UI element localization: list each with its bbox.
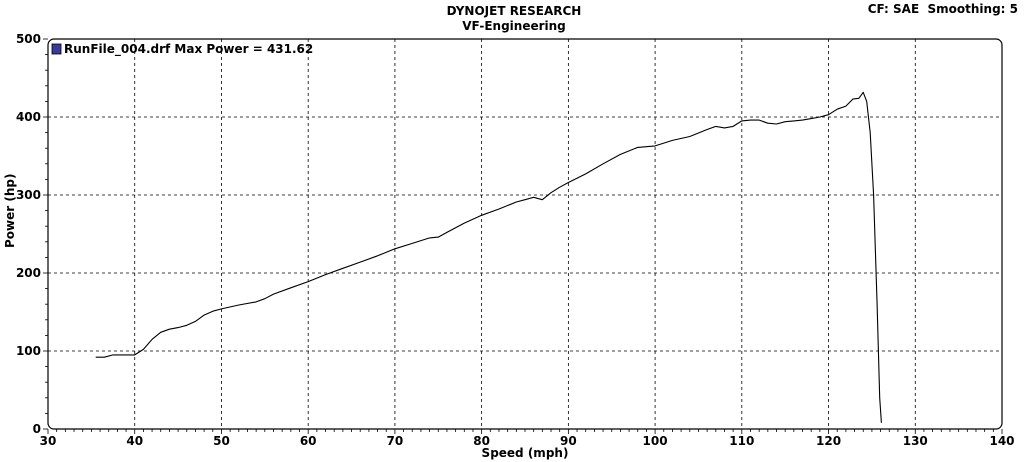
correction-smoothing-info: CF: SAE Smoothing: 5: [867, 2, 1018, 16]
x-tick-label: 110: [729, 434, 754, 448]
x-axis-label: Speed (mph): [481, 446, 569, 460]
power-curve-line: [95, 91, 882, 423]
y-tick-label: 0: [33, 422, 41, 436]
x-tick-label: 70: [387, 434, 404, 448]
x-tick-label: 30: [40, 434, 57, 448]
y-tick-label: 200: [16, 266, 41, 280]
x-tick-label: 120: [816, 434, 841, 448]
y-tick-label: 400: [16, 110, 41, 124]
x-tick-label: 40: [126, 434, 143, 448]
chart-title: DYNOJET RESEARCH: [446, 4, 582, 18]
x-tick-label: 50: [213, 434, 230, 448]
chart-subtitle: VF-Engineering: [462, 19, 566, 33]
y-axis-label: Power (hp): [3, 173, 17, 248]
x-tick-label: 90: [560, 434, 577, 448]
x-tick-label: 60: [300, 434, 317, 448]
x-tick-label: 130: [903, 434, 928, 448]
y-tick-label: 500: [16, 32, 41, 46]
legend-entry: RunFile_004.drf Max Power = 431.62: [64, 42, 313, 57]
x-tick-label: 100: [643, 434, 668, 448]
legend-swatch: [51, 43, 62, 55]
x-tick-label: 140: [989, 434, 1014, 448]
y-tick-label: 100: [16, 344, 41, 358]
chart-header: DYNOJET RESEARCH VF-Engineering CF: SAE …: [0, 2, 1028, 36]
y-tick-label: 300: [16, 188, 41, 202]
x-tick-label: 80: [473, 434, 490, 448]
